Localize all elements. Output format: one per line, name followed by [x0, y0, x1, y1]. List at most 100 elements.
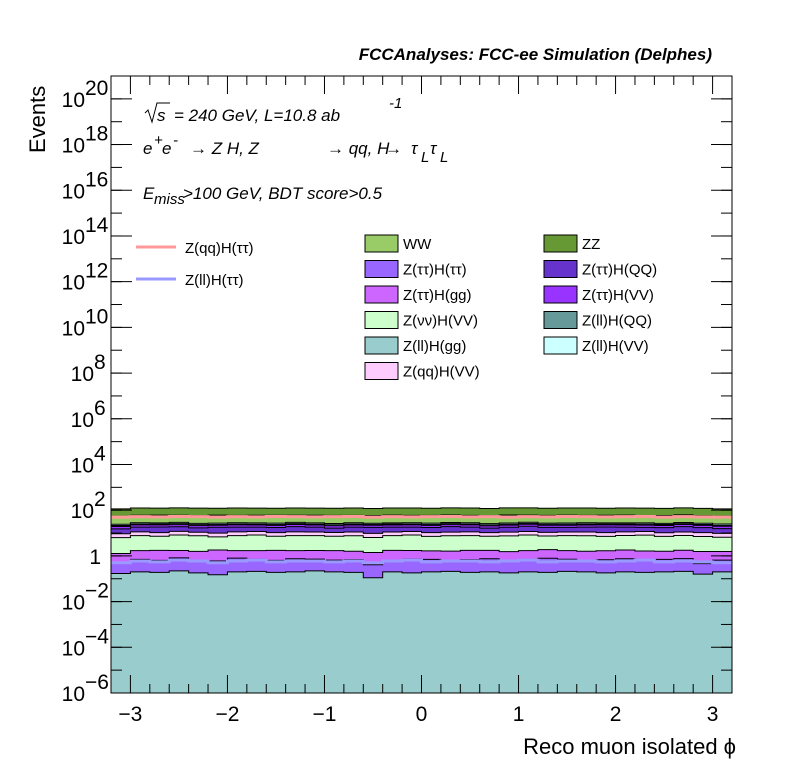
legend-box-label: WW	[403, 236, 432, 253]
y-tick-exponent: 4	[94, 442, 106, 465]
signal-line-0	[111, 514, 732, 519]
legend-box-swatch	[364, 285, 399, 304]
process-e1: e	[143, 139, 152, 158]
process-sub2: L	[440, 149, 448, 166]
y-tick-base: 10	[62, 135, 85, 158]
energy-annotation: s = 240 GeV, L=10.8 ab -1	[144, 95, 402, 125]
y-tick-exponent: −6	[85, 671, 109, 694]
legend-box-label: Z(ττ)H(gg)	[403, 287, 472, 304]
cut-text: >100 GeV, BDT score>0.5	[183, 184, 383, 203]
legend-box-swatch	[364, 260, 399, 278]
y-tick-base: 10	[62, 180, 85, 203]
stack-z-ll-h-gg-	[110, 570, 733, 694]
x-tick-label: 0	[416, 703, 428, 726]
legend-box-label: ZZ	[582, 236, 600, 253]
y-tick-label: 1	[89, 546, 101, 569]
tick-layer	[110, 76, 733, 694]
legend-box-label: Z(ll)H(QQ)	[582, 313, 652, 330]
legend-box-label: Z(νν)H(VV)	[403, 313, 478, 330]
legend-box-label: Z(qq)H(VV)	[403, 364, 480, 381]
x-tick-label: −1	[312, 703, 336, 726]
lumi-exponent: -1	[389, 95, 402, 112]
sqrt-s-label: s	[157, 106, 166, 125]
legend-box-swatch	[543, 285, 578, 304]
legend: Z(qq)H(ττ) Z(ll)H(ττ) WW Z(ττ)H(ττ) Z(ττ)H(g…	[136, 234, 657, 381]
y-tick-exponent: 20	[85, 77, 108, 100]
legend-box-swatch	[364, 234, 399, 253]
process-tau1: τ	[411, 139, 419, 158]
y-tick-exponent: 12	[85, 260, 108, 283]
y-tick-base: 10	[62, 637, 85, 660]
process-sub1: L	[421, 149, 429, 166]
y-tick-exponent: 16	[85, 168, 108, 191]
legend-box-label: Z(ττ)H(QQ)	[582, 262, 657, 279]
legend-box-label: Z(ll)H(gg)	[403, 338, 466, 355]
cut-annotation: E miss >100 GeV, BDT score>0.5	[143, 184, 383, 208]
legend-box-label: Z(ττ)H(ττ)	[403, 262, 467, 279]
process-sup2: -	[173, 132, 178, 149]
x-tick-labels: −3 −2 −1 0 1 2 3	[118, 703, 718, 726]
legend-box-swatch	[364, 362, 399, 380]
x-tick-label: 1	[513, 703, 525, 726]
stack-layer	[110, 507, 733, 694]
y-tick-base: 10	[62, 317, 85, 340]
y-tick-label: 102	[71, 488, 106, 523]
y-tick-exponent: −4	[85, 625, 109, 648]
y-tick-exponent: −2	[85, 580, 109, 603]
cut-E: E	[143, 184, 155, 203]
y-tick-exponent: 18	[85, 123, 108, 146]
y-tick-label: 106	[71, 397, 106, 432]
legend-line-label: Z(ll)H(ττ)	[185, 272, 244, 289]
y-tick-exponent: 2	[94, 488, 106, 511]
y-tick-exponent: 10	[85, 305, 108, 328]
legend-box-label: Z(ll)H(VV)	[582, 338, 649, 355]
x-tick-label: −3	[118, 703, 142, 726]
y-tick-labels: 10−610−410−21102104106108101010121014101…	[62, 77, 110, 706]
y-tick-label: 10−6	[62, 671, 109, 706]
cut-subscript: miss	[154, 191, 185, 208]
process-annotation: e + e - → Z H, Z → qq, H → τ L τ L	[143, 132, 448, 166]
legend-box-swatch	[364, 311, 399, 329]
legend-box-swatch	[543, 234, 578, 253]
y-tick-label: 10−2	[62, 580, 109, 615]
y-tick-base: 10	[62, 89, 85, 112]
y-tick-exponent: 14	[85, 214, 109, 237]
x-axis-title: Reco muon isolated ϕ	[523, 734, 736, 759]
process-arrow1: → Z H, Z	[190, 139, 260, 158]
process-arrow2: → qq, H	[327, 139, 390, 158]
process-tau2: τ	[430, 139, 438, 158]
legend-box-label: Z(ττ)H(VV)	[582, 287, 654, 304]
y-tick-exponent: 8	[94, 351, 106, 374]
y-tick-base: 10	[62, 226, 85, 249]
legend-box-swatch	[543, 336, 578, 355]
x-tick-label: 2	[610, 703, 622, 726]
header-title: FCCAnalyses: FCC-ee Simulation (Delphes)	[359, 45, 713, 64]
y-tick-exponent: 6	[94, 397, 106, 420]
y-tick-label: 10−4	[62, 625, 110, 660]
y-tick-base: 10	[62, 683, 85, 706]
energy-lumi-label: = 240 GeV, L=10.8 ab	[174, 106, 340, 125]
x-tick-label: −2	[215, 703, 239, 726]
y-tick-label: 104	[71, 442, 106, 477]
y-tick-base: 10	[71, 500, 94, 523]
signal-layer	[111, 514, 732, 565]
x-tick-label: 3	[707, 703, 719, 726]
y-tick-base: 10	[71, 454, 94, 477]
legend-line-label: Z(qq)H(ττ)	[185, 240, 254, 257]
legend-box-swatch	[543, 311, 578, 329]
y-tick-base: 10	[71, 363, 94, 386]
y-tick-base: 1	[89, 546, 101, 569]
y-tick-base: 10	[62, 272, 85, 295]
y-tick-label: 108	[71, 351, 106, 386]
process-sup1: +	[154, 132, 163, 149]
process-e2: e	[162, 139, 171, 158]
y-tick-base: 10	[62, 592, 85, 615]
y-axis-title: Events	[25, 86, 50, 153]
legend-box-swatch	[364, 336, 399, 355]
